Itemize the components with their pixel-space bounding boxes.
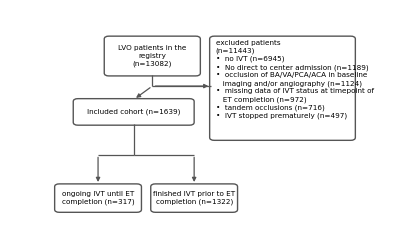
Text: excluded patients
(n=11443)
•  no IVT (n=6945)
•  No direct to center admission : excluded patients (n=11443) • no IVT (n=… xyxy=(216,40,374,119)
Text: finished IVT prior to ET
completion (n=1322): finished IVT prior to ET completion (n=1… xyxy=(153,191,235,205)
Text: Included cohort (n=1639): Included cohort (n=1639) xyxy=(87,109,180,115)
Text: LVO patients in the
registry
(n=13082): LVO patients in the registry (n=13082) xyxy=(118,45,186,67)
FancyBboxPatch shape xyxy=(151,184,238,212)
FancyBboxPatch shape xyxy=(55,184,142,212)
Text: ongoing IVT until ET
completion (n=317): ongoing IVT until ET completion (n=317) xyxy=(62,191,134,205)
FancyBboxPatch shape xyxy=(104,36,200,76)
FancyBboxPatch shape xyxy=(73,99,194,125)
FancyBboxPatch shape xyxy=(210,36,355,140)
